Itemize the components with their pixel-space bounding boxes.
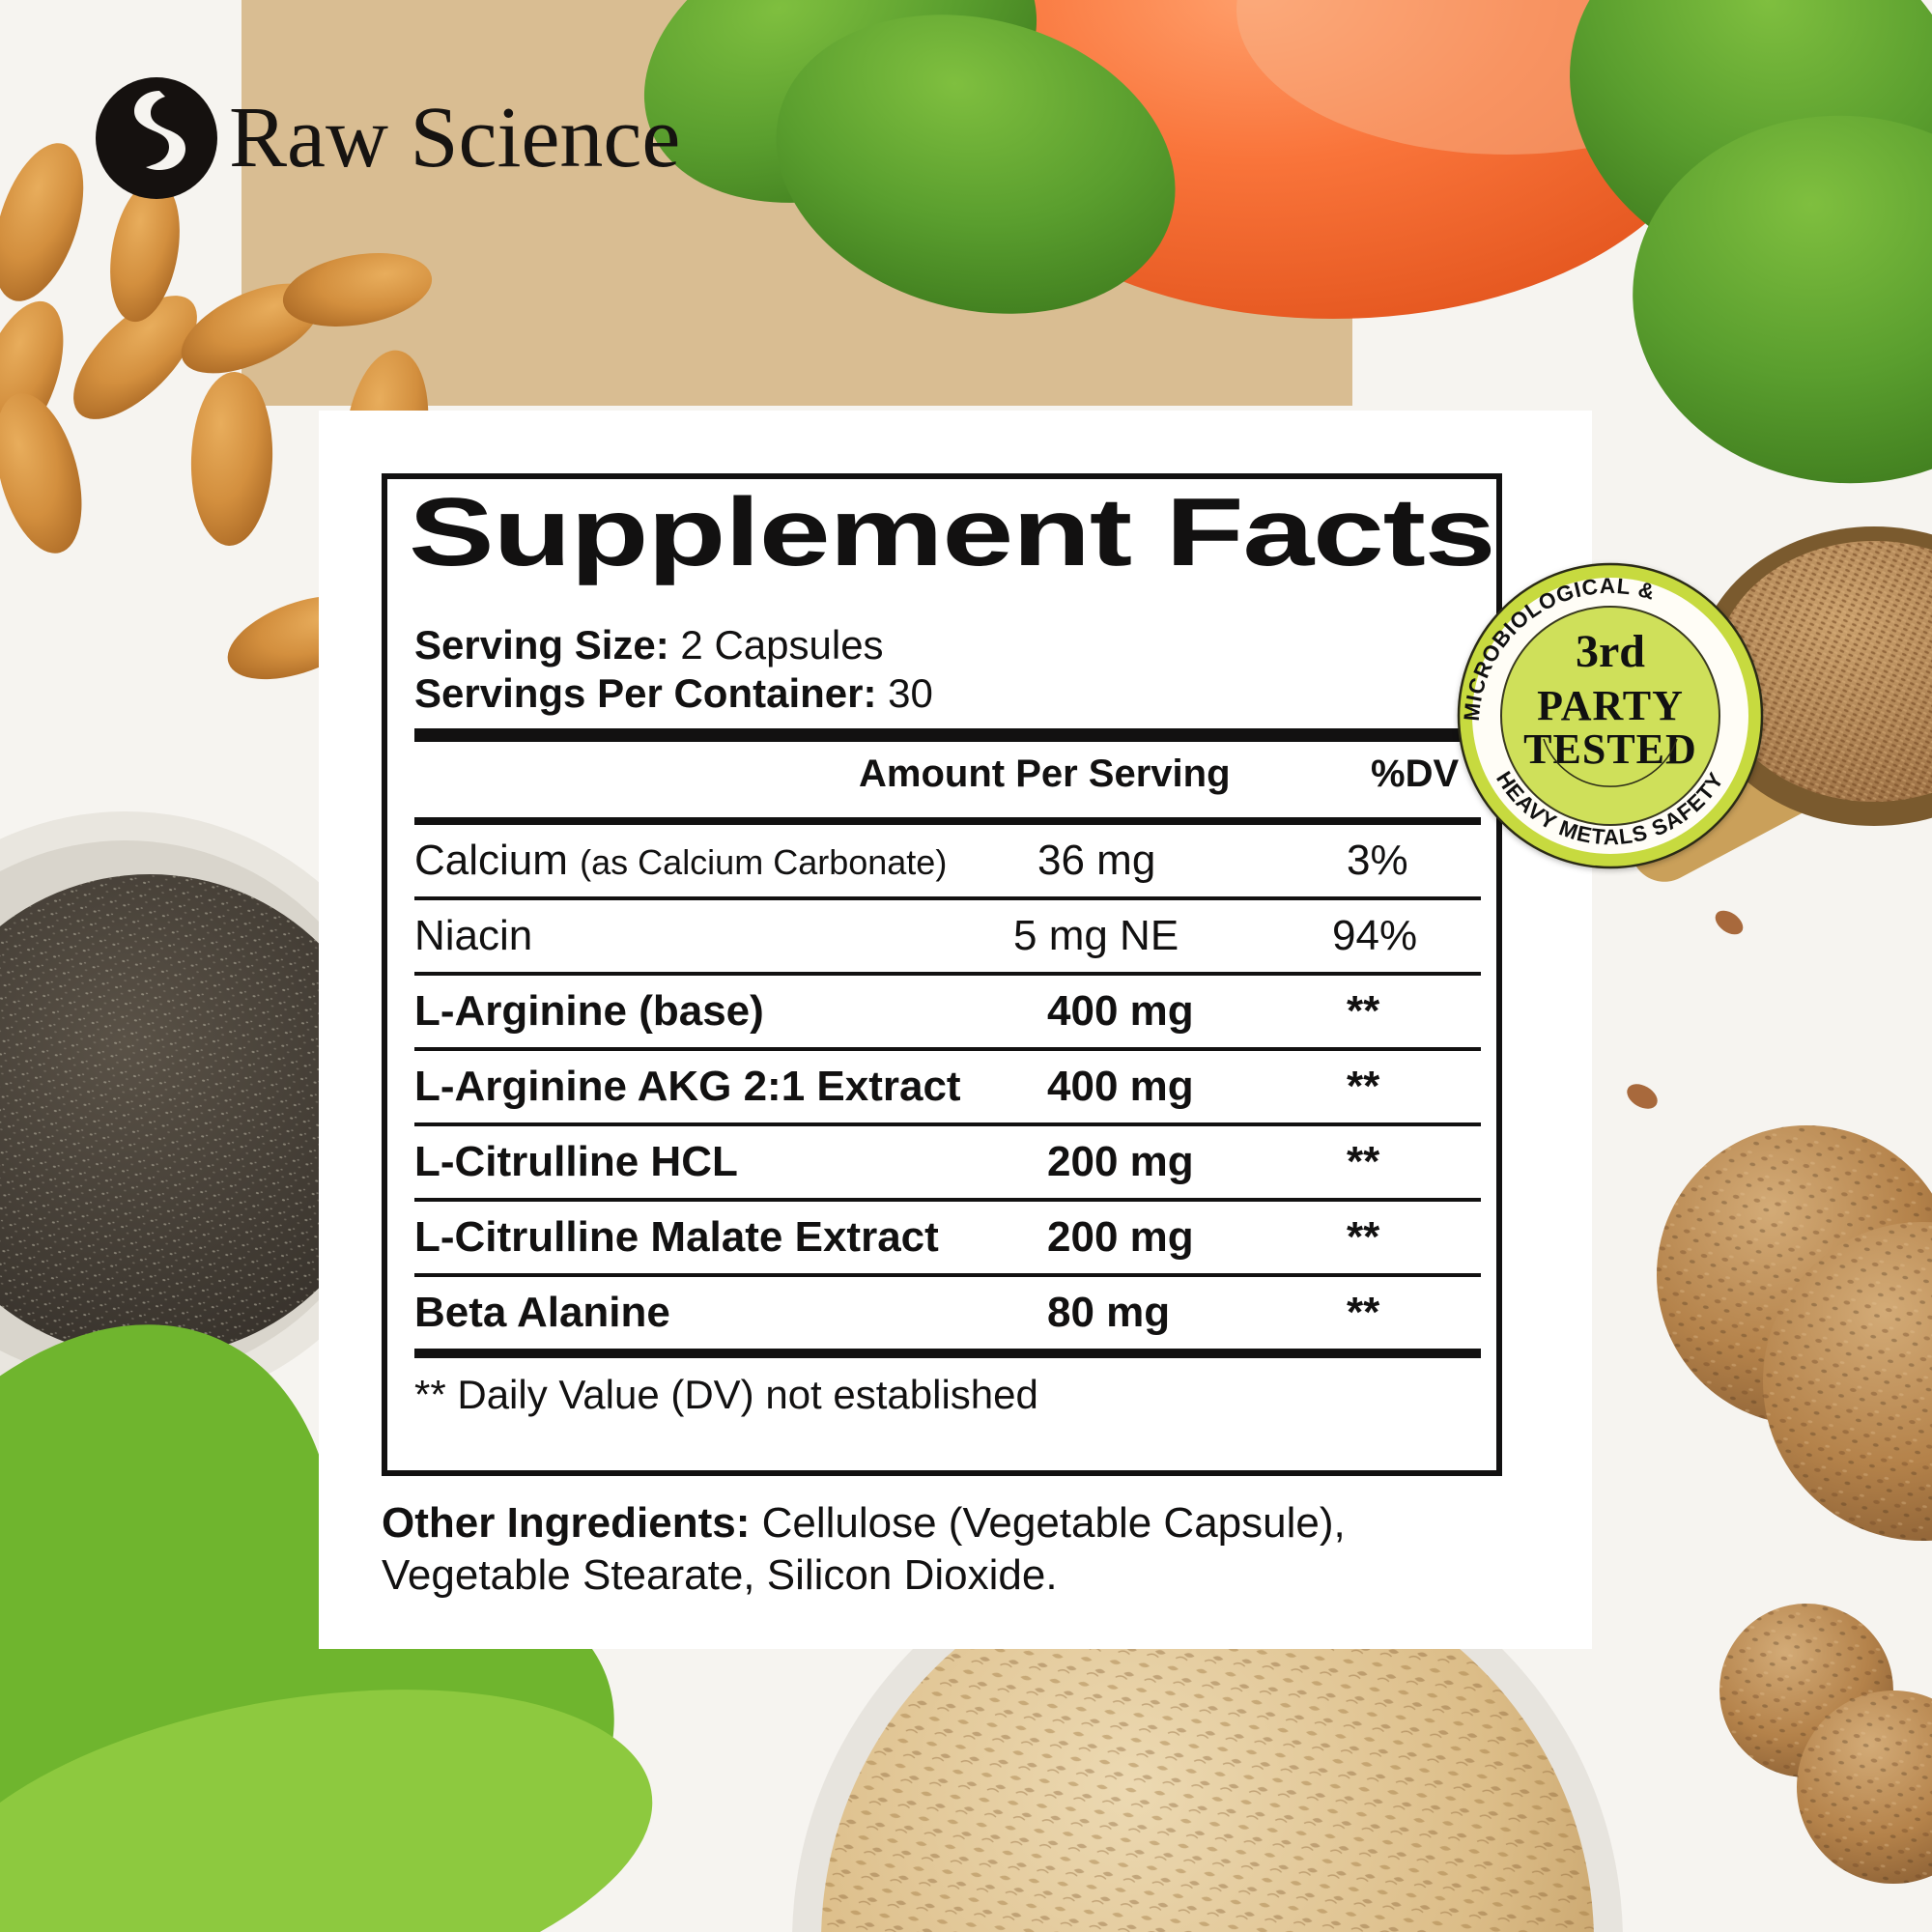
svg-text:3rd: 3rd bbox=[1576, 626, 1645, 677]
svg-text:PARTY: PARTY bbox=[1537, 682, 1684, 729]
svg-text:TESTED: TESTED bbox=[1523, 725, 1697, 773]
